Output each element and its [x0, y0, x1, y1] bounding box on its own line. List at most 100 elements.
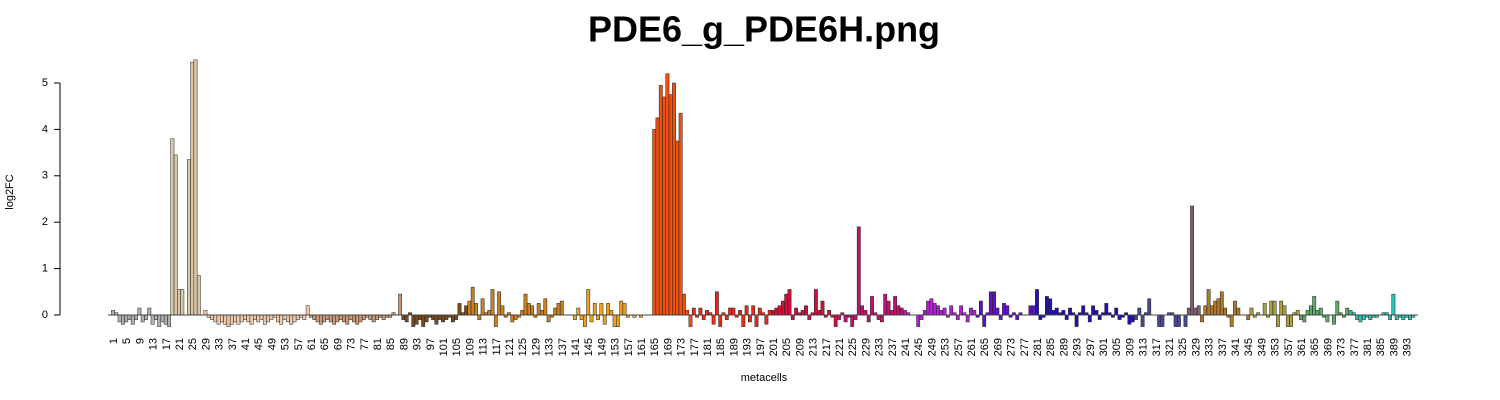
bar: [655, 117, 660, 316]
bar: [269, 314, 274, 320]
bar: [876, 314, 881, 320]
bar: [233, 314, 237, 323]
x-tick-label: 29: [200, 338, 212, 350]
bar: [939, 310, 944, 316]
bar: [276, 314, 280, 323]
bar: [246, 314, 251, 323]
bar: [464, 305, 469, 316]
x-tick-label: 61: [306, 338, 318, 350]
bar: [1127, 314, 1132, 325]
x-tick-label: 345: [1243, 338, 1255, 356]
bar: [1285, 314, 1290, 327]
x-tick-label: 349: [1256, 338, 1268, 356]
x-tick-label: 165: [649, 338, 661, 356]
bar: [1312, 296, 1317, 316]
bar: [982, 314, 987, 327]
bar: [1097, 314, 1102, 320]
bar: [1160, 314, 1165, 327]
bar: [348, 314, 353, 320]
bar: [553, 307, 558, 316]
bar: [1177, 314, 1181, 327]
x-tick-label: 209: [794, 338, 806, 356]
bar: [470, 286, 475, 316]
bar: [589, 314, 594, 323]
bar: [1203, 305, 1208, 316]
bar: [711, 314, 716, 325]
bar: [1368, 314, 1373, 320]
bar: [1318, 307, 1323, 316]
bar: [682, 293, 686, 316]
bar: [949, 305, 954, 316]
x-tick-label: 241: [900, 338, 912, 356]
bar: [342, 314, 346, 323]
bar: [619, 300, 624, 316]
bar: [256, 314, 261, 323]
bar: [226, 314, 231, 327]
bar: [371, 314, 376, 323]
bar: [612, 314, 617, 327]
x-tick-label: 81: [372, 338, 384, 350]
bar: [853, 314, 858, 320]
bar: [1361, 314, 1366, 320]
bar: [883, 293, 888, 316]
x-tick-label: 137: [557, 338, 569, 356]
bar: [959, 305, 964, 316]
x-tick-label: 189: [728, 338, 740, 356]
bar: [685, 310, 690, 316]
bar: [955, 314, 960, 320]
bar: [1309, 305, 1313, 316]
x-tick-label: 141: [570, 338, 582, 356]
bar: [259, 314, 264, 320]
x-tick-label: 249: [926, 338, 938, 356]
bar: [1015, 314, 1020, 320]
bar: [434, 314, 439, 325]
bar: [203, 310, 208, 316]
bar: [622, 303, 627, 316]
bar: [1087, 314, 1092, 323]
y-tick-label: 2: [42, 216, 48, 228]
bar: [513, 314, 518, 320]
bar: [302, 314, 307, 320]
bar: [421, 314, 426, 327]
y-tick-label: 3: [42, 170, 48, 182]
bar: [893, 296, 898, 316]
bar: [180, 289, 185, 316]
bar: [411, 314, 416, 327]
bar: [1276, 314, 1280, 327]
bar: [1269, 300, 1274, 316]
x-tick-label: 181: [702, 338, 714, 356]
x-tick-label: 225: [847, 338, 859, 356]
bar: [398, 293, 403, 316]
bar: [1173, 314, 1178, 327]
bar: [586, 289, 591, 316]
x-tick-label: 257: [953, 338, 965, 356]
y-tick-label: 5: [42, 77, 48, 89]
bar: [771, 310, 775, 316]
bar: [157, 314, 162, 327]
x-tick-label: 261: [966, 338, 978, 356]
bar: [576, 307, 581, 316]
bar: [998, 314, 1003, 320]
bar: [817, 310, 822, 316]
bar: [942, 307, 947, 316]
bar: [210, 314, 214, 320]
x-tick-label: 177: [689, 338, 701, 356]
bar: [497, 291, 502, 316]
x-tick-label: 65: [319, 338, 331, 350]
bar: [266, 314, 271, 323]
bar: [787, 289, 792, 316]
bar: [715, 291, 719, 316]
bar: [744, 305, 749, 316]
x-tick-label: 313: [1138, 338, 1150, 356]
bar: [1213, 300, 1218, 316]
bar: [134, 314, 138, 320]
x-tick-label: 389: [1388, 338, 1400, 356]
x-tick-label: 173: [676, 338, 688, 356]
bar: [856, 226, 861, 316]
bar: [860, 305, 865, 316]
x-tick-label: 357: [1283, 338, 1295, 356]
bar: [121, 314, 125, 325]
x-tick-label: 229: [860, 338, 872, 356]
bar: [1358, 314, 1363, 323]
x-tick-label: 277: [1019, 338, 1031, 356]
